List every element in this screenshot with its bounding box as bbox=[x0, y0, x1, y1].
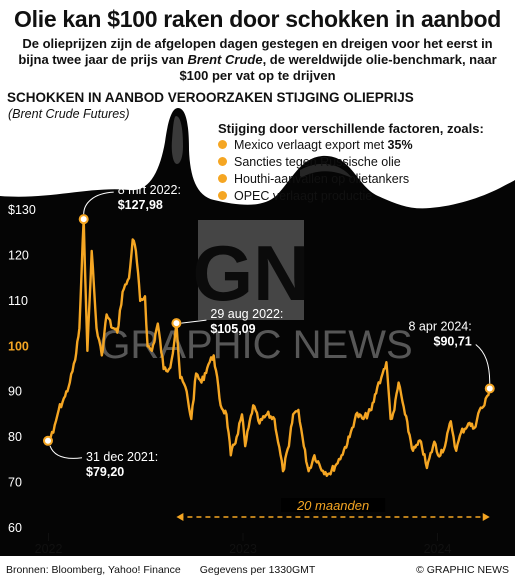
annotation-leader bbox=[49, 445, 83, 459]
gn-logo-text: GN bbox=[193, 229, 310, 317]
span-label-bg bbox=[281, 498, 386, 512]
legend-item: Mexico verlaagt export met 35% bbox=[218, 138, 413, 152]
gn-brand-text: GRAPHIC NEWS bbox=[99, 323, 412, 367]
annotation-date: 8 mrt 2022: bbox=[118, 183, 181, 197]
annotation-marker bbox=[484, 383, 495, 394]
legend-item: Houthi-aanvallen op olietankers bbox=[218, 172, 409, 186]
graphic-news-watermark: GN GRAPHIC NEWS bbox=[99, 220, 413, 367]
x-axis-ticks: 2022 2023 2024 bbox=[35, 533, 452, 556]
chart-subheading: (Brent Crude Futures) bbox=[8, 107, 130, 121]
price-series bbox=[46, 218, 491, 477]
legend-item-text: Houthi-aanvallen op olietankers bbox=[234, 172, 410, 186]
x-tick-label: 2022 bbox=[35, 542, 63, 556]
legend-item-text: OPEC verlaagt productie bbox=[234, 189, 373, 203]
bullet-dot-icon bbox=[218, 191, 227, 200]
annotation-value: $90,71 bbox=[434, 334, 472, 348]
bullet-dot-icon bbox=[218, 157, 227, 166]
x-tick-label: 2023 bbox=[229, 542, 257, 556]
annotation-marker bbox=[171, 318, 182, 329]
y-axis-ticks: $130 120 110 100 90 80 70 60 bbox=[8, 203, 36, 535]
subtitle-part-2: , de wereldwijde olie-benchmark, naar $1… bbox=[179, 52, 497, 83]
y-tick-label: 80 bbox=[8, 430, 22, 444]
y-tick-label: 100 bbox=[8, 339, 29, 353]
span-arrow-left-icon bbox=[176, 513, 184, 521]
y-tick-label: 110 bbox=[8, 294, 28, 308]
y-tick-label: 70 bbox=[8, 476, 22, 490]
annotations: 8 mrt 2022:$127,98 29 aug 2022:$105,09 31 … bbox=[43, 183, 495, 479]
y-tick-label: 60 bbox=[8, 521, 22, 535]
legend-item: OPEC verlaagt productie bbox=[218, 189, 372, 203]
bullet-dot-icon bbox=[218, 174, 227, 183]
legend-item-text: Sancties tegen Russische olie bbox=[234, 155, 401, 169]
annotation-date: 8 apr 2024: bbox=[408, 319, 471, 333]
legend-title: Stijging door verschillende factoren, zo… bbox=[218, 121, 484, 136]
span-arrow-right-icon bbox=[482, 513, 490, 521]
footer-copyright: © GRAPHIC NEWS bbox=[416, 564, 509, 576]
page-subtitle: De olieprijzen zijn de afgelopen dagen g… bbox=[10, 36, 505, 84]
subtitle-part-1: De olieprijzen zijn de afgelopen dagen g… bbox=[18, 36, 493, 67]
price-line bbox=[46, 218, 491, 477]
oil-wave-highlight bbox=[300, 163, 352, 178]
y-tick-label: 120 bbox=[8, 248, 29, 262]
bullet-dot-icon bbox=[218, 140, 227, 149]
legend-item-bold: 35% bbox=[387, 138, 413, 152]
annotation-value: $127,98 bbox=[118, 198, 163, 212]
annotation-date: 29 aug 2022: bbox=[210, 307, 283, 321]
footer-data-date: Gegevens per 1330GMT bbox=[199, 564, 316, 576]
oil-drop-highlight bbox=[171, 116, 183, 164]
annotation-leader bbox=[181, 319, 207, 324]
chart-heading: SCHOKKEN IN AANBOD VEROORZAKEN STIJGING … bbox=[7, 90, 414, 105]
footer-sources: Bronnen: Bloomberg, Yahoo! Finance bbox=[6, 564, 181, 576]
y-tick-label: 90 bbox=[8, 385, 22, 399]
subtitle-italic: Brent Crude bbox=[187, 52, 263, 67]
legend-item: Sancties tegen Russische olie bbox=[218, 155, 401, 169]
annotation-leader bbox=[475, 344, 491, 384]
x-tick-label: 2024 bbox=[424, 542, 452, 556]
annotation-marker bbox=[43, 435, 53, 446]
annotation-date: 31 dec 2021: bbox=[86, 450, 158, 464]
annotation-marker bbox=[78, 214, 89, 225]
gn-logo-box bbox=[198, 220, 304, 320]
span-label: 20 maanden bbox=[296, 498, 369, 513]
page-title: Olie kan $100 raken door schokken in aan… bbox=[14, 6, 501, 32]
y-tick-label: $130 bbox=[8, 203, 36, 217]
annotation-leader bbox=[83, 191, 114, 215]
span-indicator: 20 maanden bbox=[176, 498, 490, 521]
annotation-value: $79,20 bbox=[86, 465, 124, 479]
oil-splash-background bbox=[0, 108, 515, 556]
legend-item-text: Mexico verlaagt export met bbox=[234, 138, 388, 152]
annotation-value: $105,09 bbox=[210, 322, 255, 336]
